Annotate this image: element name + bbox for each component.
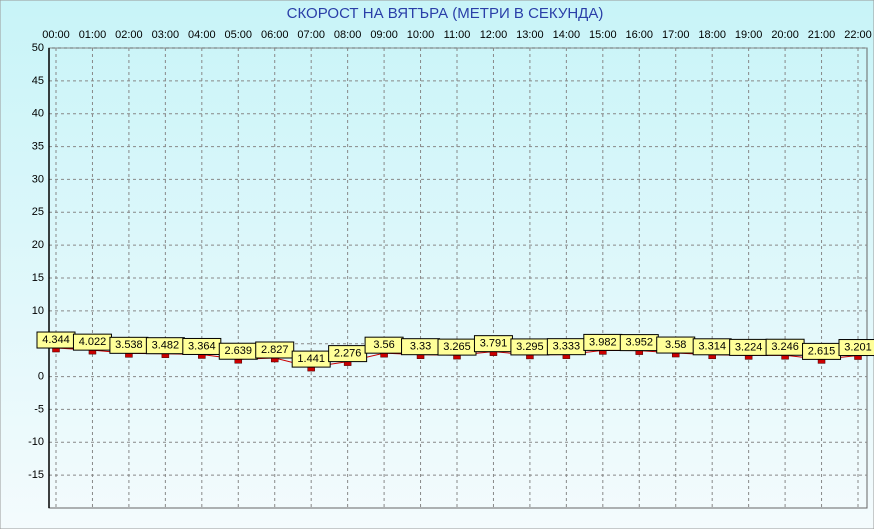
value-label: 1.441 (297, 353, 325, 365)
x-tick-label: 00:00 (42, 29, 70, 41)
x-tick-label: 01:00 (79, 29, 107, 41)
y-tick-label: 20 (32, 239, 44, 251)
y-tick-label: 30 (32, 173, 44, 185)
x-tick-label: 07:00 (297, 29, 325, 41)
x-tick-label: 21:00 (808, 29, 836, 41)
value-label: 2.827 (261, 344, 289, 356)
x-tick-label: 10:00 (407, 29, 435, 41)
y-tick-label: -10 (28, 436, 44, 448)
x-tick-label: 17:00 (662, 29, 690, 41)
value-label: 3.56 (373, 339, 394, 351)
x-tick-label: 18:00 (698, 29, 726, 41)
x-tick-label: 16:00 (626, 29, 654, 41)
x-tick-label: 08:00 (334, 29, 362, 41)
value-label: 2.615 (808, 345, 836, 357)
x-tick-label: 12:00 (480, 29, 508, 41)
value-label: 3.224 (735, 341, 763, 353)
x-tick-label: 13:00 (516, 29, 544, 41)
value-label: 3.982 (589, 336, 617, 348)
value-label: 3.33 (410, 341, 431, 353)
chart-title: СКОРОСТ НА ВЯТЪРА (МЕТРИ В СЕКУНДА) (287, 5, 604, 22)
value-label: 4.344 (42, 334, 70, 346)
x-tick-label: 06:00 (261, 29, 289, 41)
value-label: 3.333 (553, 341, 581, 353)
x-tick-label: 19:00 (735, 29, 763, 41)
x-tick-label: 20:00 (771, 29, 799, 41)
value-label: 3.58 (665, 339, 686, 351)
x-tick-label: 11:00 (444, 29, 471, 41)
value-label: 3.364 (188, 340, 216, 352)
plot: -15-10-50510152025303540455000:0001:0002… (28, 29, 874, 508)
y-tick-label: 15 (32, 272, 44, 284)
y-tick-label: -5 (34, 403, 44, 415)
x-tick-label: 02:00 (115, 29, 143, 41)
x-tick-label: 09:00 (370, 29, 398, 41)
value-label: 3.314 (698, 341, 726, 353)
value-label: 3.295 (516, 341, 544, 353)
x-tick-label: 04:00 (188, 29, 216, 41)
value-label: 3.265 (443, 341, 471, 353)
x-tick-label: 22:00 (844, 29, 872, 41)
y-tick-label: 0 (38, 370, 44, 382)
y-tick-label: -15 (28, 469, 44, 481)
value-label: 2.276 (334, 348, 362, 360)
y-tick-label: 35 (32, 140, 44, 152)
value-label-box (255, 341, 295, 359)
x-tick-label: 14:00 (553, 29, 581, 41)
x-tick-label: 15:00 (589, 29, 617, 41)
value-label: 2.639 (225, 345, 253, 357)
y-tick-label: 25 (32, 206, 44, 218)
x-tick-label: 05:00 (225, 29, 253, 41)
y-tick-label: 10 (32, 305, 44, 317)
y-tick-label: 40 (32, 108, 44, 120)
value-label: 3.246 (771, 341, 799, 353)
value-label: 3.538 (115, 339, 143, 351)
value-label: 3.482 (152, 340, 180, 352)
value-label-box (838, 339, 874, 357)
value-label: 3.201 (844, 341, 872, 353)
value-label: 3.791 (480, 338, 508, 350)
y-tick-label: 45 (32, 75, 44, 87)
value-label: 4.022 (79, 336, 107, 348)
x-tick-label: 03:00 (152, 29, 180, 41)
y-tick-label: 50 (32, 42, 44, 54)
value-label: 3.952 (626, 337, 654, 349)
